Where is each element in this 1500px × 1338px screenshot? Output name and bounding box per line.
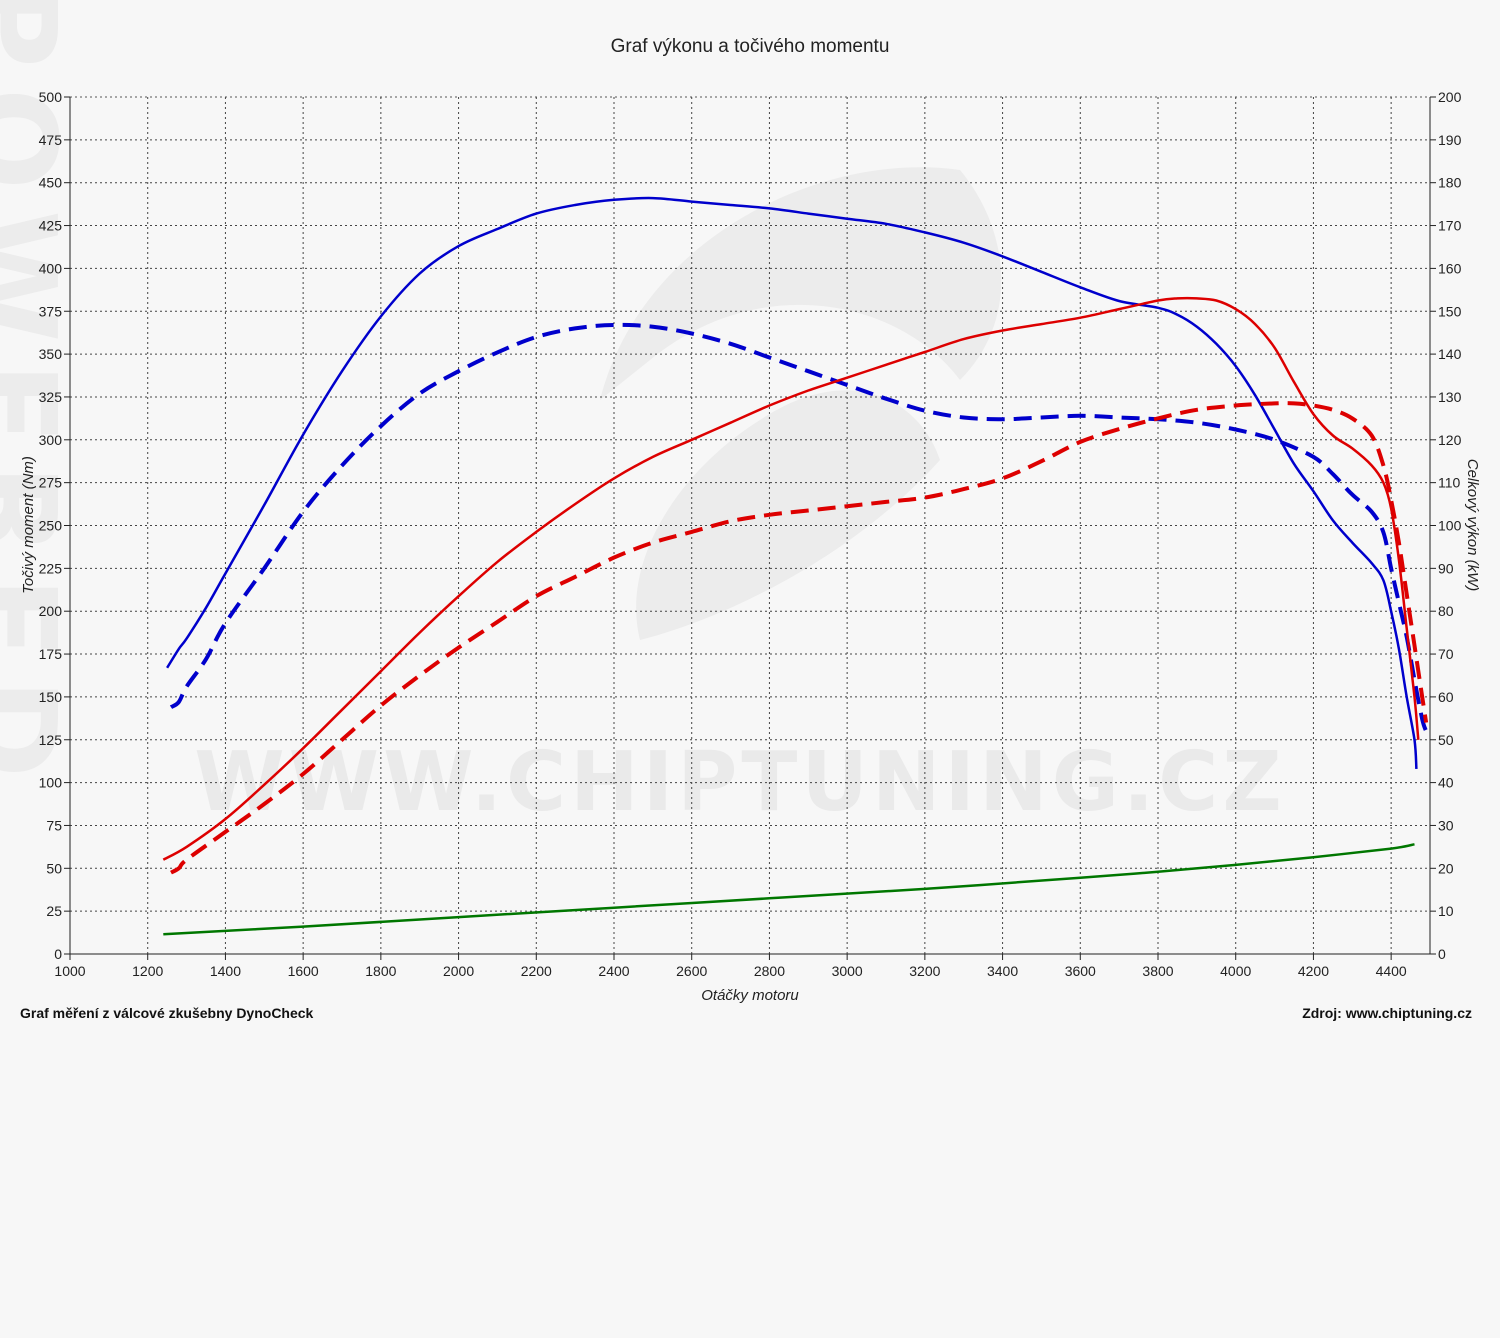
y-right-tick-label: 30: [1438, 817, 1454, 833]
y-left-tick-label: 175: [39, 646, 63, 662]
y-left-tick-label: 425: [39, 218, 63, 234]
y-left-tick-label: 0: [54, 946, 62, 962]
y-right-tick-label: 110: [1438, 475, 1461, 491]
y-left-tick-label: 50: [46, 860, 62, 876]
series-line-5: [163, 843, 1415, 936]
y-left-tick-label: 375: [39, 303, 63, 319]
y-left-tick-label: 300: [39, 432, 63, 448]
x-tick-label: 1600: [288, 963, 319, 979]
y-right-tick-label: 20: [1438, 860, 1454, 876]
y-right-tick-label: 70: [1438, 646, 1454, 662]
x-tick-label: 4000: [1220, 963, 1251, 979]
y-left-tick-label: 125: [39, 732, 63, 748]
x-tick-label: 3200: [909, 963, 940, 979]
y-left-tick-label: 225: [39, 560, 63, 576]
y-right-tick-label: 100: [1438, 518, 1462, 534]
series-line-4: [170, 401, 1429, 875]
x-tick-label: 3000: [832, 963, 863, 979]
y-axis-right-label: Celkový výkon (kW): [1464, 459, 1481, 592]
y-left-tick-label: 400: [39, 260, 63, 276]
y-right-tick-label: 200: [1438, 89, 1462, 105]
logo-watermark-shape: [600, 167, 1002, 641]
chart-title: Graf výkonu a točivého momentu: [611, 36, 890, 57]
y-right-tick-label: 150: [1438, 303, 1462, 319]
y-right-tick-label: 10: [1438, 903, 1454, 919]
y-right-tick-label: 80: [1438, 603, 1454, 619]
y-right-tick-label: 190: [1438, 132, 1462, 148]
x-tick-label: 3400: [987, 963, 1018, 979]
x-tick-label: 2000: [443, 963, 474, 979]
x-tick-label: 3600: [1065, 963, 1096, 979]
footer-source-link[interactable]: Zdroj: www.chiptuning.cz: [1302, 1005, 1472, 1021]
y-left-tick-label: 75: [46, 817, 62, 833]
axes: 1000 1200 1400 1600 1800 2000 2200 2400 2600 2800…: [39, 89, 1462, 979]
y-right-tick-label: 180: [1438, 175, 1462, 191]
x-axis-label: Otáčky motoru: [701, 987, 799, 1004]
y-right-tick-label: 170: [1438, 218, 1462, 234]
y-right-tick-label: 0: [1438, 946, 1446, 962]
series-line-3: [162, 296, 1420, 861]
x-tick-label: 3800: [1142, 963, 1173, 979]
chart: WWW.CHIPTUNING.CZ Graf výkonu a točivého…: [20, 36, 1481, 1004]
y-right-tick-label: 40: [1438, 775, 1454, 791]
grid: [69, 96, 1431, 955]
y-right-tick-label: 90: [1438, 560, 1454, 576]
x-tick-label: 1000: [54, 963, 85, 979]
x-tick-label: 1400: [210, 963, 241, 979]
y-right-tick-label: 50: [1438, 732, 1454, 748]
x-tick-label: 2200: [521, 963, 552, 979]
series-line-2: [169, 322, 1429, 732]
y-left-tick-label: 475: [39, 132, 63, 148]
y-left-tick-label: 150: [39, 689, 63, 705]
x-tick-label: 4400: [1376, 963, 1407, 979]
y-left-tick-label: 25: [46, 903, 62, 919]
x-tick-label: 4200: [1298, 963, 1329, 979]
x-tick-label: 2600: [676, 963, 707, 979]
watermark-layer: WWW.CHIPTUNING.CZ: [194, 167, 1282, 830]
y-left-tick-label: 275: [39, 475, 63, 491]
y-right-tick-label: 160: [1438, 260, 1462, 276]
y-right-tick-label: 60: [1438, 689, 1454, 705]
series-layer: [162, 196, 1429, 936]
y-left-tick-label: 250: [39, 518, 63, 534]
y-right-tick-label: 130: [1438, 389, 1462, 405]
y-left-tick-label: 200: [39, 603, 63, 619]
y-left-tick-label: 500: [39, 89, 63, 105]
x-tick-label: 2400: [598, 963, 629, 979]
y-right-tick-label: 140: [1438, 346, 1462, 362]
y-left-tick-label: 100: [39, 775, 63, 791]
x-tick-label: 2800: [754, 963, 785, 979]
y-axis-left-label: Točivý moment (Nm): [20, 456, 37, 594]
y-left-tick-label: 350: [39, 346, 63, 362]
y-left-tick-label: 325: [39, 389, 63, 405]
footer-source-note: Graf měření z válcové zkušebny DynoCheck: [20, 1005, 314, 1021]
series-line-1: [166, 196, 1418, 769]
x-tick-label: 1800: [365, 963, 396, 979]
y-right-tick-label: 120: [1438, 432, 1462, 448]
x-tick-label: 1200: [132, 963, 163, 979]
y-left-tick-label: 450: [39, 175, 63, 191]
